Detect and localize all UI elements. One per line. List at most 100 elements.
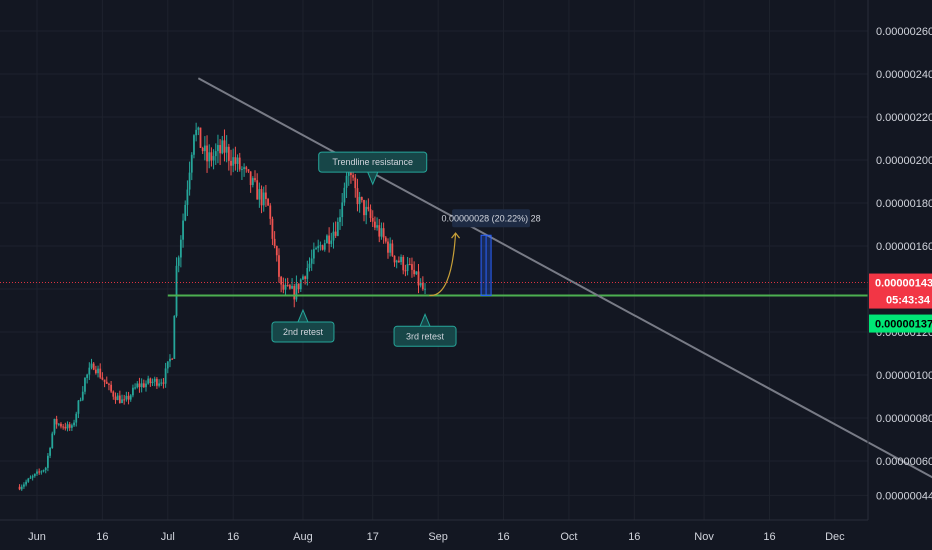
candle-up — [193, 135, 195, 155]
price-axis-tick-label: 0.00000180 — [876, 198, 932, 210]
candle-down — [404, 270, 407, 272]
time-axis-tick-label: Jul — [161, 531, 175, 543]
candle-up — [70, 425, 73, 428]
candle-up — [129, 395, 132, 400]
candle-up — [25, 481, 27, 485]
candle-up — [302, 276, 304, 280]
candle-up — [291, 286, 293, 289]
trendline-resistance-pointer — [367, 171, 379, 186]
candle-up — [310, 258, 313, 264]
drawings: 0.00000028 (20.22%) 28 Trendline resistan… — [0, 77, 932, 495]
candle-down — [387, 241, 389, 253]
candle-down — [393, 255, 396, 263]
candle-up — [175, 265, 178, 316]
candle-down — [286, 285, 289, 287]
candle-down — [265, 192, 267, 200]
time-axis-tick-label: Aug — [293, 531, 313, 543]
candle-down — [171, 358, 174, 360]
candle-up — [203, 145, 206, 152]
candle-down — [142, 383, 145, 388]
support-price-tag[interactable] — [869, 314, 932, 333]
candle-up — [315, 248, 317, 250]
candle-down — [227, 146, 230, 161]
candle-up — [116, 395, 119, 401]
candle-up — [221, 140, 224, 154]
candle-down — [267, 199, 269, 206]
candle-down — [108, 383, 110, 385]
candle-down — [99, 368, 102, 378]
price-range-label-box — [452, 209, 531, 228]
3rd-retest-box — [393, 325, 457, 347]
candle-up — [147, 378, 150, 384]
candle-down — [384, 237, 387, 242]
candle-up — [323, 243, 326, 250]
price-axis-tick-label: 0.00000080 — [876, 413, 932, 425]
2nd-retest-label: 2nd retest — [283, 327, 324, 337]
candle-up — [47, 455, 49, 468]
price-axis-tick-label: 0.00000100 — [876, 370, 932, 382]
trendline-resistance-box — [318, 151, 428, 173]
time-axis-tick-label: Dec — [825, 531, 845, 543]
candle-down — [391, 243, 394, 256]
candles — [18, 122, 426, 491]
candle-up — [88, 367, 91, 375]
candle-up — [306, 268, 309, 279]
candle-down — [123, 399, 126, 401]
candle-up — [341, 202, 344, 218]
time-axis-tick-label: 16 — [497, 531, 509, 543]
current-price-countdown: 05:43:34 — [886, 295, 931, 307]
2nd-retest-callout[interactable]: 2nd retest — [271, 308, 335, 343]
candle-up — [40, 471, 43, 473]
candle-up — [177, 257, 180, 266]
candle-down — [55, 418, 58, 425]
candle-down — [94, 369, 97, 374]
time-axis[interactable]: Jun 16 Jul 16 Aug 17 Sep 16 Oct 16 Nov 16 Dec — [28, 531, 845, 543]
candle-up — [190, 154, 193, 173]
candle-up — [365, 206, 368, 216]
projection-arrow[interactable] — [429, 233, 457, 297]
candle-up — [160, 382, 163, 384]
candle-up — [326, 235, 328, 244]
candle-up — [158, 383, 160, 386]
candle-up — [243, 167, 245, 169]
candle-down — [206, 145, 208, 162]
candle-up — [49, 448, 51, 456]
price-axis-tick-label: 0.00000220 — [876, 112, 932, 124]
candle-up — [358, 197, 361, 205]
candle-down — [92, 363, 95, 370]
candle-up — [121, 399, 123, 404]
current-price-tag[interactable] — [869, 273, 932, 309]
candle-down — [271, 218, 274, 239]
candle-down — [273, 238, 276, 246]
candle-up — [86, 374, 89, 378]
candle-down — [68, 424, 71, 428]
time-axis-tick-label: Oct — [560, 531, 577, 543]
candle-up — [169, 358, 171, 362]
trendline-resistance-line[interactable] — [197, 77, 932, 495]
candle-up — [195, 129, 198, 136]
3rd-retest-pointer — [419, 313, 431, 327]
trendline-resistance-callout[interactable]: Trendline resistance — [318, 151, 428, 186]
candle-up — [395, 260, 398, 263]
current-price-value: 0.00000143 — [875, 278, 932, 290]
candle-up — [217, 145, 219, 152]
3rd-retest-callout[interactable]: 3rd retest — [393, 313, 457, 347]
candle-down — [149, 378, 152, 384]
candle-up — [312, 249, 315, 259]
candle-down — [354, 177, 357, 189]
candle-up — [299, 279, 302, 290]
price-tags: 0.00000143 05:43:34 0.00000137 — [869, 273, 932, 333]
candle-down — [18, 486, 21, 490]
price-axis-tick-label: 0.00000260 — [876, 26, 932, 38]
candle-down — [352, 175, 354, 178]
candle-down — [256, 180, 259, 200]
candle-down — [367, 206, 370, 210]
candle-up — [212, 156, 215, 161]
candle-up — [136, 383, 139, 388]
candle-up — [236, 157, 239, 164]
candle-up — [151, 381, 154, 384]
candle-down — [369, 209, 372, 218]
candle-up — [339, 217, 341, 222]
